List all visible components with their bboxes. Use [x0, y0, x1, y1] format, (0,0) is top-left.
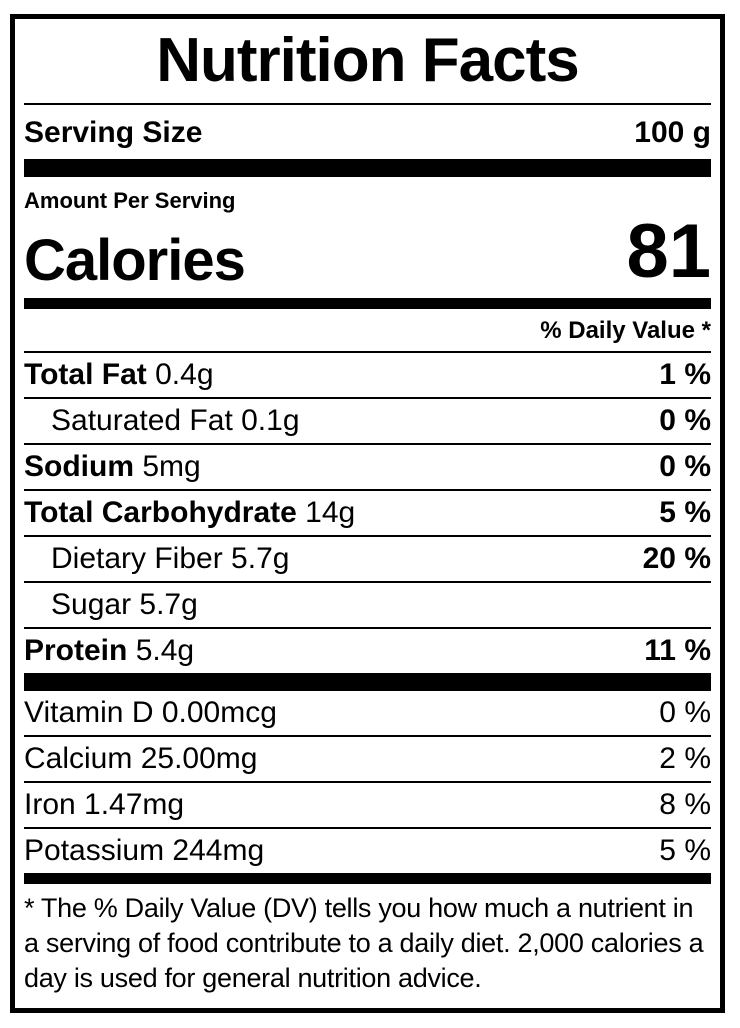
daily-value-percent: 11 % — [644, 634, 711, 667]
calories-label: Calories — [24, 228, 246, 293]
nutrient-name-amount: Vitamin D 0.00mcg — [24, 696, 277, 729]
label-title: Nutrition Facts — [24, 19, 711, 105]
amount-per-serving-label: Amount Per Serving — [24, 188, 236, 213]
daily-value-percent: 0 % — [659, 404, 711, 437]
nutrient-row-iron: Iron 1.47mg 8 % — [24, 783, 711, 829]
daily-value-footnote: * The % Daily Value (DV) tells you how m… — [24, 893, 704, 993]
nutrient-name-amount: Total Fat 0.4g — [24, 358, 214, 391]
divider-bar-medium-calories — [24, 298, 711, 309]
nutrient-row-sugar: Sugar 5.7g — [24, 583, 711, 629]
daily-value-percent: 2 % — [659, 742, 711, 775]
serving-size-row: Serving Size 100 g — [24, 105, 711, 159]
nutrition-facts-label: Nutrition Facts Serving Size 100 g Amoun… — [10, 14, 725, 1013]
nutrient-name-amount: Calcium 25.00mg — [24, 742, 258, 775]
divider-bar-thick-protein — [24, 673, 711, 691]
nutrient-name-amount: Protein 5.4g — [24, 634, 195, 667]
nutrient-row-saturated-fat: Saturated Fat 0.1g 0 % — [24, 399, 711, 445]
nutrient-row-vitamin-d: Vitamin D 0.00mcg 0 % — [24, 691, 711, 737]
nutrient-name-amount: Potassium 244mg — [24, 834, 265, 867]
daily-value-percent: 8 % — [659, 788, 711, 821]
divider-bar-medium-footnote — [24, 873, 711, 884]
daily-value-percent: 0 % — [659, 696, 711, 729]
micronutrient-rows: Vitamin D 0.00mcg 0 % Calcium 25.00mg 2 % Ir… — [24, 691, 711, 873]
nutrient-name-amount: Sodium 5mg — [24, 450, 201, 483]
nutrient-row-calcium: Calcium 25.00mg 2 % — [24, 737, 711, 783]
nutrient-name-amount: Dietary Fiber 5.7g — [51, 542, 290, 575]
nutrient-row-total-fat: Total Fat 0.4g 1 % — [24, 353, 711, 399]
nutrient-name-amount: Iron 1.47mg — [24, 788, 185, 821]
nutrient-name-amount: Sugar 5.7g — [51, 588, 198, 621]
daily-value-percent: 0 % — [659, 450, 711, 483]
nutrient-row-potassium: Potassium 244mg 5 % — [24, 829, 711, 873]
divider-bar-thick-top — [24, 159, 711, 177]
serving-size-label: Serving Size — [24, 116, 203, 149]
calories-row: Calories 81 — [24, 214, 711, 298]
daily-value-percent: 20 % — [642, 542, 711, 575]
daily-value-percent: 1 % — [659, 358, 711, 391]
daily-value-percent: 5 % — [659, 834, 711, 867]
nutrient-row-sodium: Sodium 5mg 0 % — [24, 445, 711, 491]
nutrient-row-total-carbohydrate: Total Carbohydrate 14g 5 % — [24, 491, 711, 537]
nutrient-row-dietary-fiber: Dietary Fiber 5.7g 20 % — [24, 537, 711, 583]
daily-value-header: % Daily Value * — [24, 309, 711, 353]
nutrient-rows: Total Fat 0.4g 1 % Saturated Fat 0.1g 0 % So… — [24, 353, 711, 673]
nutrient-name-amount: Saturated Fat 0.1g — [51, 404, 300, 437]
daily-value-percent: 5 % — [659, 496, 711, 529]
calories-value: 81 — [626, 209, 711, 294]
nutrient-name-amount: Total Carbohydrate 14g — [24, 496, 356, 529]
serving-size-value: 100 g — [634, 116, 711, 149]
nutrient-row-protein: Protein 5.4g 11 % — [24, 629, 711, 673]
